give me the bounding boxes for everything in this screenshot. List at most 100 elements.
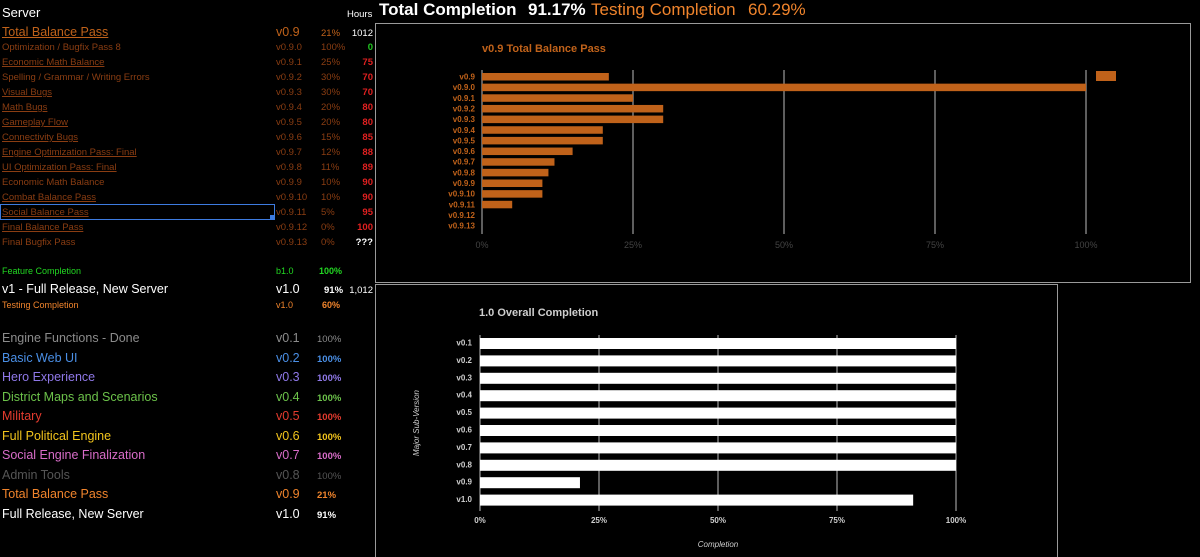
y-tick-label: v0.9.11: [449, 200, 476, 209]
task-row[interactable]: Economic Math Balance v0.9.9 10% 90: [0, 177, 375, 192]
task-row[interactable]: Spelling / Grammar / Writing Errors v0.9.…: [0, 72, 375, 87]
main-task-row[interactable]: Total Balance Pass v0.9 21% 1012: [0, 25, 375, 44]
task-row[interactable]: Gameplay Flow v0.9.5 20% 80: [0, 117, 375, 132]
milestone-row: Full Release, New Server v1.0 91%: [0, 507, 375, 526]
task-pct: 25%: [321, 57, 341, 68]
cell-selection-box[interactable]: [0, 204, 275, 220]
milestone-row: Basic Web UI v0.2 100%: [0, 351, 375, 370]
task-row[interactable]: Visual Bugs v0.9.3 30% 70: [0, 87, 375, 102]
y-tick-label: v0.7: [456, 443, 472, 452]
bar: [480, 425, 956, 436]
milestone-version: v0.4: [276, 389, 300, 404]
y-tick-label: v0.9.2: [453, 104, 476, 113]
task-name[interactable]: Combat Balance Pass: [2, 192, 96, 203]
task-name[interactable]: Social Balance Pass: [2, 207, 89, 218]
task-hours: 80: [362, 102, 373, 113]
balance-pass-chart-panel[interactable]: v0.9 Total Balance Pass 0% 25% 50% 75% 100% v…: [375, 23, 1191, 283]
milestone-name: Total Balance Pass: [2, 487, 109, 501]
y-tick-label: v0.9.9: [453, 179, 476, 188]
release-hours: 1,012: [349, 285, 373, 296]
bar: [482, 126, 603, 134]
x-tick-label: 25%: [624, 240, 642, 250]
task-row[interactable]: Combat Balance Pass v0.9.10 10% 90: [0, 192, 375, 207]
task-name[interactable]: Connectivity Bugs: [2, 132, 79, 143]
y-tick-label: v0.1: [456, 339, 472, 348]
milestone-row: Engine Functions - Done v0.1 100%: [0, 331, 375, 350]
task-row[interactable]: Connectivity Bugs v0.9.6 15% 85: [0, 132, 375, 147]
y-tick-label: v0.9.3: [453, 115, 476, 124]
x-tick-label: 0%: [474, 516, 486, 525]
task-row[interactable]: Engine Optimization Pass: Final v0.9.7 12%…: [0, 147, 375, 162]
task-name[interactable]: Math Bugs: [2, 102, 48, 113]
task-name[interactable]: UI Optimization Pass: Final: [2, 162, 117, 173]
milestone-pct: 100%: [317, 431, 342, 443]
x-tick-label: 50%: [710, 516, 726, 525]
milestone-row: Hero Experience v0.3 100%: [0, 370, 375, 389]
task-row[interactable]: Math Bugs v0.9.4 20% 80: [0, 102, 375, 117]
task-name[interactable]: Economic Math Balance: [2, 177, 105, 188]
main-task-version: v0.9: [276, 25, 300, 39]
milestone-name: Full Release, New Server: [2, 506, 144, 521]
y-tick-label: v0.2: [456, 356, 472, 365]
task-name[interactable]: Visual Bugs: [2, 87, 52, 98]
milestone-row: Social Engine Finalization v0.7 100%: [0, 448, 375, 467]
bar: [480, 338, 956, 349]
task-row[interactable]: Optimization / Bugfix Pass 8 v0.9.0 100% 0: [0, 42, 375, 57]
task-name[interactable]: Economic Math Balance: [2, 57, 105, 68]
task-name[interactable]: Final Balance Pass: [2, 222, 84, 233]
bar: [480, 442, 956, 454]
balance-pass-chart-title: v0.9 Total Balance Pass: [482, 43, 606, 55]
task-row[interactable]: UI Optimization Pass: Final v0.9.8 11% 89: [0, 162, 375, 177]
task-name[interactable]: Gameplay Flow: [2, 117, 68, 128]
milestone-name: Engine Functions - Done: [2, 331, 140, 345]
y-tick-label: v0.9: [456, 478, 472, 487]
task-name[interactable]: Engine Optimization Pass: Final: [2, 147, 137, 158]
bar: [482, 115, 664, 124]
main-task-name[interactable]: Total Balance Pass: [2, 25, 109, 39]
task-name[interactable]: Spelling / Grammar / Writing Errors: [2, 72, 150, 83]
task-row[interactable]: Social Balance Pass v0.9.11 5% 95: [0, 207, 375, 222]
task-pct: 12%: [321, 147, 341, 158]
task-name[interactable]: Optimization / Bugfix Pass 8: [2, 42, 121, 53]
testing-completion-row: Testing Completion v1.0 60%: [0, 300, 375, 315]
task-row[interactable]: Economic Math Balance v0.9.1 25% 75: [0, 57, 375, 72]
task-hours: ???: [355, 237, 373, 248]
release-name: v1 - Full Release, New Server: [2, 282, 169, 296]
bar: [482, 200, 513, 209]
milestone-version: v0.5: [276, 409, 300, 423]
x-tick-label: 75%: [829, 516, 845, 525]
feature-completion-row: Feature Completion b1.0 100%: [0, 266, 375, 281]
total-completion-label: Total Completion: [379, 0, 517, 19]
bar: [482, 158, 555, 166]
y-tick-label: v0.9: [459, 73, 475, 82]
x-tick-label: 50%: [775, 240, 793, 250]
y-tick-label: v0.9.7: [453, 158, 476, 167]
y-tick-label: v0.4: [456, 391, 472, 400]
y-tick-label: v0.9.0: [453, 83, 476, 92]
bar: [480, 459, 956, 471]
task-version: v0.9.6: [276, 132, 302, 143]
feature-completion-version: b1.0: [276, 266, 294, 276]
milestone-version: v1.0: [276, 506, 300, 521]
task-version: v0.9.1: [276, 57, 302, 68]
bar: [480, 407, 956, 419]
main-task-hours: 1012: [351, 28, 373, 39]
task-row[interactable]: Final Bugfix Pass v0.9.13 0%???: [0, 237, 375, 252]
task-name[interactable]: Final Bugfix Pass: [2, 237, 76, 248]
task-hours: 80: [362, 117, 373, 128]
testing-row-name: Testing Completion: [2, 300, 79, 310]
task-pct: 0%: [321, 222, 335, 233]
milestone-name: Full Political Engine: [2, 428, 112, 443]
task-hours: 70: [362, 87, 373, 98]
task-row[interactable]: Final Balance Pass v0.9.12 0% 100: [0, 222, 375, 237]
selection-fill-handle[interactable]: [270, 215, 275, 220]
task-hours: 89: [362, 162, 373, 173]
release-pct: 91%: [324, 285, 344, 296]
hours-label: Hours: [347, 9, 373, 20]
task-version: v0.9.0: [276, 42, 302, 53]
bar: [480, 494, 914, 506]
overall-completion-chart-panel[interactable]: 1.0 Overall Completion 0% 25% 50% 75% 100% v0…: [375, 284, 1058, 557]
release-version: v1.0: [276, 282, 300, 296]
task-hours: 75: [362, 57, 373, 68]
bar: [480, 355, 956, 367]
